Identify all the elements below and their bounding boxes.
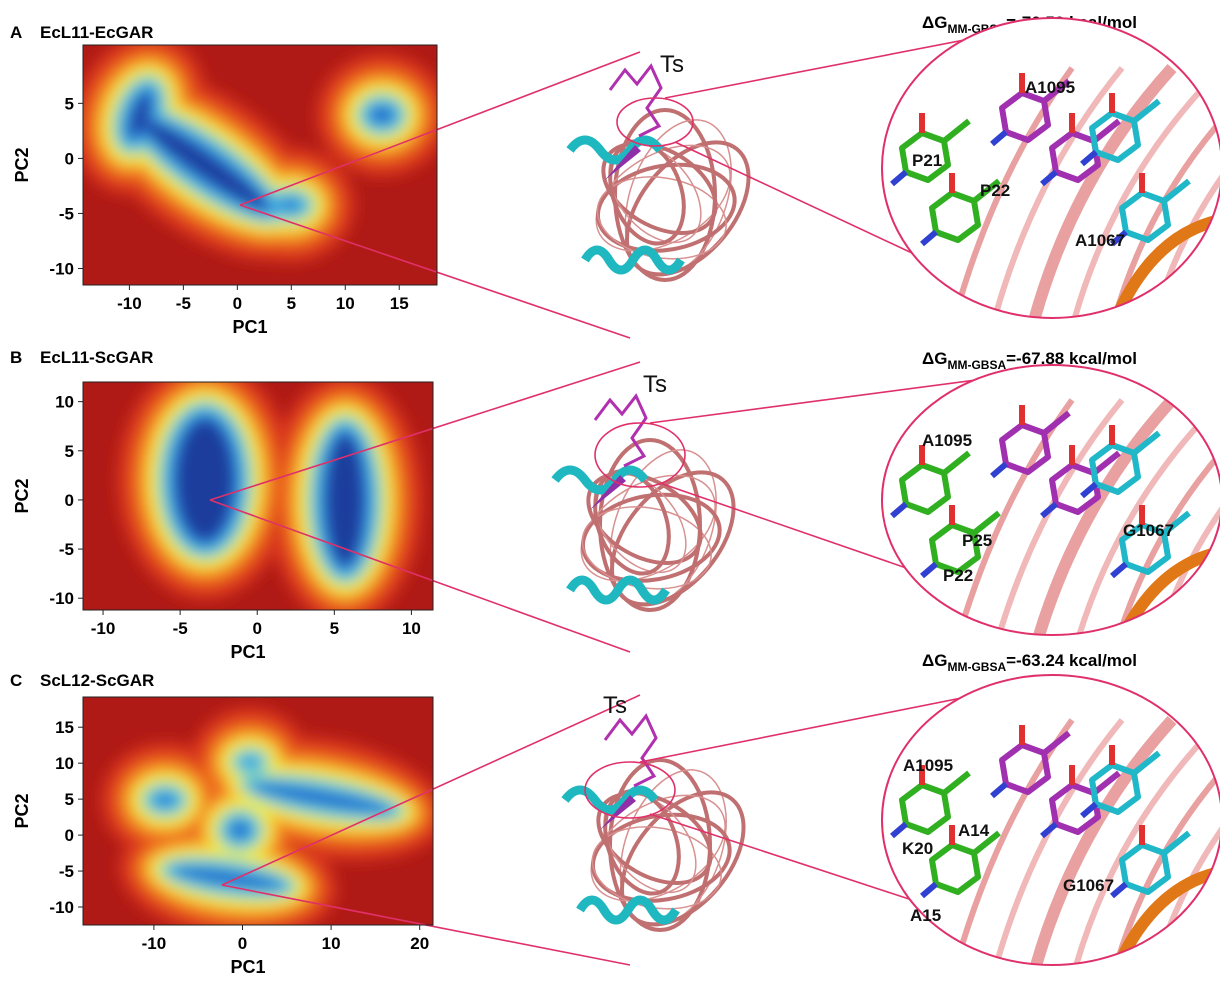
residue-label: G1067 [1063, 876, 1114, 895]
energy-subscript: MM-GBSA [947, 660, 1006, 674]
page: {"panels": [ {"letter": "A", "title": "E… [0, 0, 1220, 985]
panel-title: ScL12-ScGAR [40, 671, 154, 690]
zoom-view [882, 350, 1220, 660]
basin [285, 204, 295, 206]
energy-landscape [83, 697, 456, 953]
residue-label: A14 [958, 821, 990, 840]
x-axis-label: PC1 [230, 957, 265, 977]
y-axis-label: PC2 [12, 793, 32, 828]
heatmaps [50, 15, 456, 952]
x-axis-label: PC1 [230, 642, 265, 662]
x-tick-label: -5 [173, 619, 188, 638]
energy-symbol: ΔG [922, 349, 947, 368]
y-tick-label: -10 [49, 898, 74, 917]
energy-landscape [50, 15, 448, 299]
y-tick-label: 15 [55, 718, 74, 737]
energy-value: =-63.24 kcal/mol [1006, 651, 1137, 670]
helix [585, 250, 681, 270]
residue-label: A1095 [922, 431, 972, 450]
y-tick-label: -5 [59, 862, 74, 881]
residue-label: A1095 [1025, 78, 1075, 97]
y-axis-label: PC2 [12, 478, 32, 513]
ligand-label: Ts [603, 692, 627, 719]
x-tick-label: -5 [176, 294, 191, 313]
protein-rna-structure [555, 396, 758, 627]
y-tick-label: 0 [65, 826, 74, 845]
y-tick-label: -5 [59, 540, 74, 559]
y-tick-label: 0 [65, 149, 74, 168]
residue-label: G1067 [1123, 521, 1174, 540]
basin [161, 799, 169, 801]
residue-label: P25 [962, 531, 992, 550]
zoom-view [882, 18, 1220, 328]
zoom-guide [650, 814, 912, 900]
energy-symbol: ΔG [922, 651, 947, 670]
energy-symbol: ΔG [922, 13, 947, 32]
x-tick-label: 15 [390, 294, 409, 313]
ligand-label: Ts [660, 51, 684, 78]
y-tick-label: 5 [65, 442, 74, 461]
helix [580, 900, 676, 920]
x-tick-label: 0 [238, 934, 247, 953]
y-tick-label: -10 [49, 259, 74, 278]
binding-energy: ΔGMM-GBSA=-63.24 kcal/mol [922, 651, 1137, 674]
x-tick-label: 10 [336, 294, 355, 313]
x-tick-label: 0 [233, 294, 242, 313]
panel-letter: B [10, 348, 22, 367]
residue-label: P21 [912, 151, 942, 170]
x-tick-label: 20 [410, 934, 429, 953]
y-axis-label: PC2 [12, 147, 32, 182]
residue-label: P22 [980, 181, 1010, 200]
basin [236, 828, 244, 832]
x-tick-label: -10 [117, 294, 142, 313]
y-tick-label: 0 [65, 491, 74, 510]
x-tick-label: 5 [330, 619, 339, 638]
residue-label: A1095 [903, 756, 953, 775]
y-tick-label: -5 [59, 204, 74, 223]
residue-label: A1067 [1075, 231, 1125, 250]
basin [327, 435, 363, 565]
protein-rna-structure [565, 716, 768, 947]
basin [249, 761, 251, 763]
residue-label: P22 [943, 566, 973, 585]
x-tick-label: 10 [402, 619, 421, 638]
panel-title: EcL11-ScGAR [40, 348, 153, 367]
figure: A EcL11-EcGAR B EcL11-ScGAR C ScL12-ScGA… [0, 0, 1220, 985]
basin [177, 420, 233, 540]
y-tick-label: 5 [65, 94, 74, 113]
x-axis-label: PC1 [232, 317, 267, 337]
x-tick-label: 5 [287, 294, 296, 313]
y-tick-label: 5 [65, 790, 74, 809]
residue-label: A15 [910, 906, 941, 925]
basin [376, 113, 388, 117]
helix [570, 580, 666, 600]
y-tick-label: 10 [55, 393, 74, 412]
residue-label: K20 [902, 839, 933, 858]
ligand-label: Ts [643, 371, 667, 398]
panel-title: EcL11-EcGAR [40, 23, 153, 42]
x-tick-label: 10 [322, 934, 341, 953]
x-tick-label: -10 [142, 934, 167, 953]
x-tick-label: -10 [91, 619, 116, 638]
y-tick-label: -10 [49, 589, 74, 608]
y-tick-label: 10 [55, 754, 74, 773]
energy-subscript: MM-GBSA [947, 358, 1006, 372]
x-tick-label: 0 [252, 619, 261, 638]
energy-landscape [83, 360, 433, 625]
protein-rna-structure [570, 66, 773, 297]
panel-letter: C [10, 671, 22, 690]
panel-letter: A [10, 23, 22, 42]
